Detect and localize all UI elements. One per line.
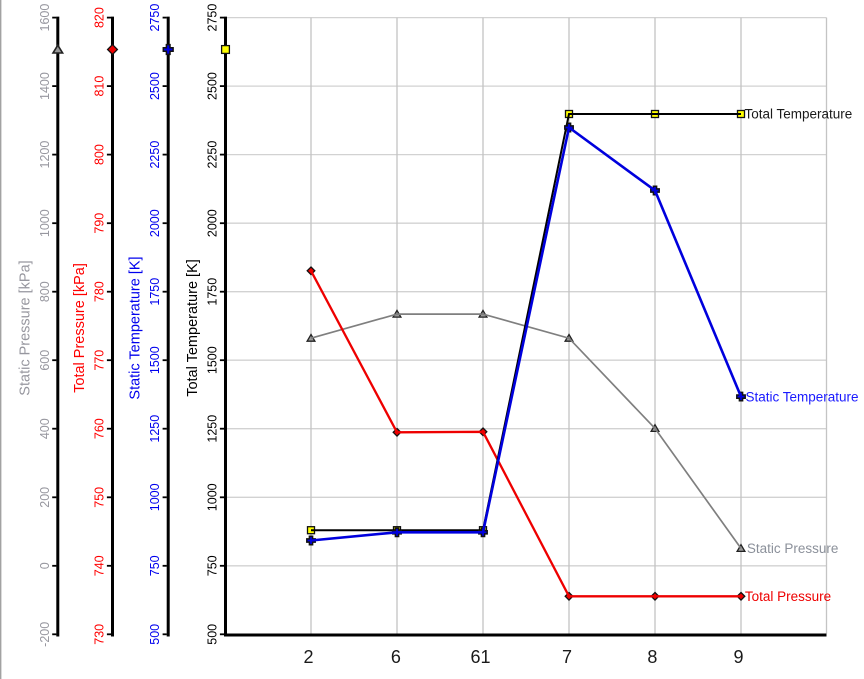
svg-text:400: 400 [38, 418, 52, 439]
svg-text:2750: 2750 [206, 4, 220, 32]
svg-text:Static Temperature: Static Temperature [746, 389, 859, 404]
svg-text:61: 61 [470, 647, 490, 667]
svg-text:1200: 1200 [38, 141, 52, 169]
svg-text:770: 770 [93, 350, 107, 371]
svg-text:730: 730 [93, 624, 107, 645]
svg-text:740: 740 [93, 555, 107, 576]
svg-text:500: 500 [206, 624, 220, 645]
svg-text:790: 790 [93, 213, 107, 234]
svg-text:1750: 1750 [206, 278, 220, 306]
svg-text:Total Pressure: Total Pressure [745, 589, 831, 604]
svg-text:800: 800 [38, 281, 52, 302]
svg-text:810: 810 [93, 76, 107, 97]
svg-text:2750: 2750 [148, 4, 162, 32]
svg-text:1250: 1250 [206, 415, 220, 443]
svg-text:750: 750 [206, 555, 220, 576]
svg-text:7: 7 [562, 647, 572, 667]
svg-text:-200: -200 [38, 622, 52, 647]
svg-text:6: 6 [391, 647, 401, 667]
svg-text:760: 760 [93, 418, 107, 439]
svg-text:1250: 1250 [148, 415, 162, 443]
svg-text:1000: 1000 [206, 483, 220, 511]
svg-text:2250: 2250 [206, 141, 220, 169]
svg-text:1000: 1000 [148, 483, 162, 511]
svg-text:2000: 2000 [148, 209, 162, 237]
svg-text:1600: 1600 [38, 4, 52, 32]
svg-text:1500: 1500 [148, 346, 162, 374]
svg-text:820: 820 [93, 7, 107, 28]
svg-text:9: 9 [733, 647, 743, 667]
svg-text:780: 780 [93, 281, 107, 302]
svg-text:1500: 1500 [206, 346, 220, 374]
svg-text:1000: 1000 [38, 209, 52, 237]
svg-text:Static Pressure: Static Pressure [747, 541, 839, 556]
svg-text:2250: 2250 [148, 141, 162, 169]
svg-text:2000: 2000 [206, 209, 220, 237]
svg-text:Total Temperature: Total Temperature [745, 107, 853, 122]
svg-text:750: 750 [148, 555, 162, 576]
svg-text:Total Temperature [K]: Total Temperature [K] [185, 259, 201, 397]
svg-text:1400: 1400 [38, 72, 52, 100]
svg-text:750: 750 [93, 487, 107, 508]
svg-text:Total Pressure [kPa]: Total Pressure [kPa] [72, 263, 88, 393]
svg-text:200: 200 [38, 487, 52, 508]
svg-text:0: 0 [38, 562, 52, 569]
svg-text:Static Pressure [kPa]: Static Pressure [kPa] [17, 260, 33, 395]
svg-text:600: 600 [38, 350, 52, 371]
svg-text:800: 800 [93, 144, 107, 165]
svg-text:2500: 2500 [148, 72, 162, 100]
svg-text:Static Temperature [K]: Static Temperature [K] [128, 256, 144, 399]
svg-text:2: 2 [303, 647, 313, 667]
svg-text:500: 500 [148, 624, 162, 645]
svg-text:1750: 1750 [148, 278, 162, 306]
svg-text:2500: 2500 [206, 72, 220, 100]
svg-text:8: 8 [647, 647, 657, 667]
